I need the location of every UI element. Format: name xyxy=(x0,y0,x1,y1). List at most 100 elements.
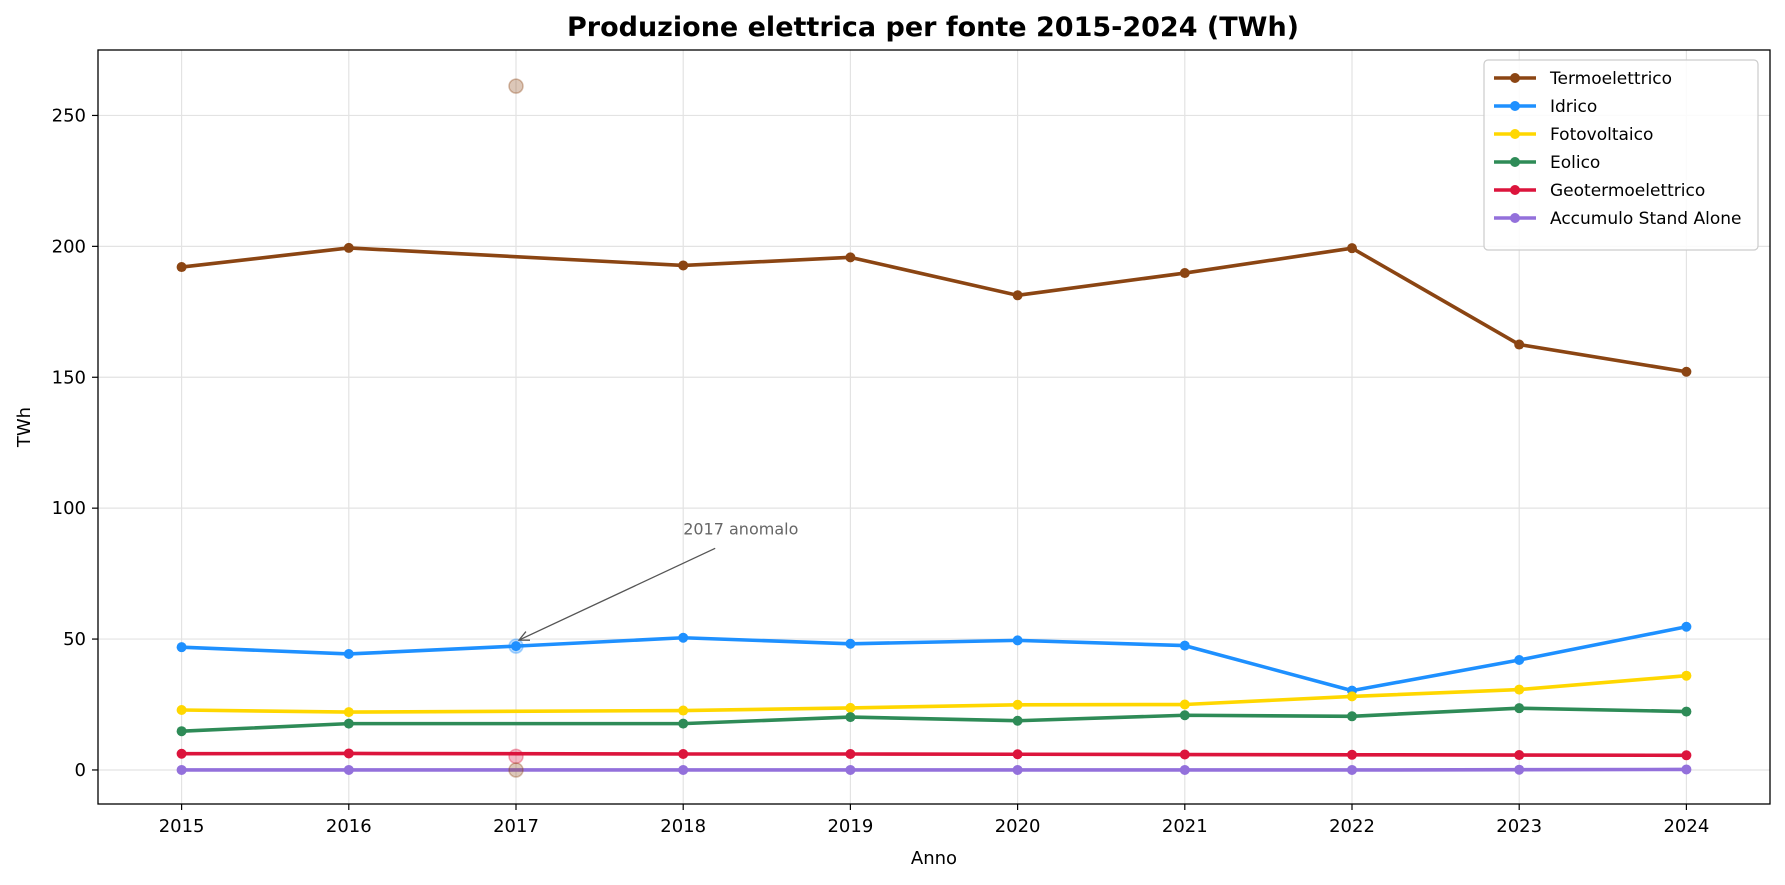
series-layer xyxy=(176,242,1692,775)
series-accumulo-stand-alone xyxy=(176,764,1692,775)
data-point xyxy=(1347,749,1357,760)
data-point xyxy=(176,748,187,759)
x-tick-label: 2022 xyxy=(1329,816,1375,837)
data-point xyxy=(1179,749,1190,760)
legend-swatch-marker xyxy=(1510,73,1520,83)
data-point xyxy=(1012,699,1023,710)
series-fotovoltaico xyxy=(176,670,1692,718)
series-termoelettrico xyxy=(176,242,1692,377)
data-point xyxy=(1347,764,1357,775)
legend-swatch-marker xyxy=(1510,213,1520,223)
y-tick-label: 0 xyxy=(75,760,86,781)
data-point xyxy=(1179,699,1190,710)
annotation-text: 2017 anomalo xyxy=(683,519,798,538)
x-axis-label: Anno xyxy=(911,848,957,869)
data-point xyxy=(845,702,856,713)
legend-label: Eolico xyxy=(1550,153,1600,173)
data-point xyxy=(343,748,354,759)
legend-item: Eolico xyxy=(1494,153,1600,173)
x-tick-label: 2021 xyxy=(1162,816,1208,837)
data-point xyxy=(1347,711,1357,722)
data-point xyxy=(343,764,354,775)
data-point xyxy=(511,641,521,652)
data-point xyxy=(1012,290,1023,301)
data-point xyxy=(343,718,354,729)
legend-label: Idrico xyxy=(1550,97,1597,117)
data-point xyxy=(176,642,187,653)
legend: Termoelettrico Idrico Fotovoltaico Eolico Ge… xyxy=(1483,59,1759,251)
x-tick-label: 2016 xyxy=(326,816,372,837)
legend-label: Geotermoelettrico xyxy=(1550,181,1705,201)
data-point xyxy=(1179,710,1190,721)
data-point xyxy=(1514,764,1525,775)
annotation-layer: 2017 anomalo xyxy=(517,519,798,641)
data-point xyxy=(176,262,187,273)
anomaly-layer xyxy=(508,78,524,778)
y-tick-label: 200 xyxy=(52,236,86,257)
legend-label: Fotovoltaico xyxy=(1550,125,1653,145)
legend-item: Accumulo Stand Alone xyxy=(1494,209,1742,229)
data-point xyxy=(1179,640,1190,651)
legend-item: Termoelettrico xyxy=(1494,69,1672,89)
anomaly-point xyxy=(508,78,524,94)
legend-swatch-marker xyxy=(1510,157,1520,167)
x-tick-label: 2020 xyxy=(995,816,1041,837)
series-line xyxy=(179,624,1689,693)
data-point xyxy=(1012,715,1023,726)
anomaly-point xyxy=(508,762,524,778)
legend-swatch-marker xyxy=(1510,185,1520,195)
x-tick-label: 2019 xyxy=(827,816,873,837)
series-geotermoelettrico xyxy=(176,748,1692,761)
x-axis: 2015 2016 2017 2018 2019 2020 2021 2022 2023 2024 xyxy=(159,804,1709,837)
data-point xyxy=(1347,691,1357,702)
y-axis-label: TWh xyxy=(14,407,35,448)
x-tick-label: 2023 xyxy=(1496,816,1542,837)
data-point xyxy=(1681,366,1692,377)
data-point xyxy=(1012,749,1023,760)
data-point xyxy=(176,764,187,775)
data-point xyxy=(343,242,354,253)
legend-label: Accumulo Stand Alone xyxy=(1550,209,1742,229)
y-axis: 0 50 100 150 200 250 xyxy=(52,105,98,781)
chart-title: Produzione elettrica per fonte 2015-2024… xyxy=(567,12,1299,43)
data-point xyxy=(1514,339,1525,350)
data-point xyxy=(1179,268,1190,279)
data-point xyxy=(845,638,856,649)
data-point xyxy=(1681,750,1692,761)
data-point xyxy=(1681,621,1692,632)
data-point xyxy=(176,726,187,737)
legend-item: Fotovoltaico xyxy=(1494,125,1653,145)
data-point xyxy=(845,252,856,263)
annotation-arrowhead xyxy=(517,631,531,641)
data-point xyxy=(343,648,354,659)
data-point xyxy=(343,707,354,718)
data-point xyxy=(1514,655,1525,666)
data-point xyxy=(1179,764,1190,775)
data-point xyxy=(1012,764,1023,775)
data-point xyxy=(1514,750,1525,761)
data-point xyxy=(678,260,689,271)
data-point xyxy=(1681,764,1692,775)
annotation-arrow xyxy=(518,547,716,641)
legend-swatch-marker xyxy=(1510,129,1520,139)
y-tick-label: 100 xyxy=(52,498,86,519)
data-point xyxy=(1012,635,1023,646)
data-point xyxy=(1514,703,1525,714)
series-line xyxy=(179,767,1689,772)
legend-item: Geotermoelettrico xyxy=(1494,181,1705,201)
series-eolico xyxy=(176,703,1692,737)
anomaly-point xyxy=(508,748,524,765)
x-tick-label: 2015 xyxy=(159,816,205,837)
data-point xyxy=(678,632,689,643)
data-point xyxy=(845,764,856,775)
data-point xyxy=(1681,706,1692,717)
series-line xyxy=(179,751,1689,758)
series-idrico xyxy=(176,621,1692,696)
data-point xyxy=(845,712,856,723)
x-tick-label: 2024 xyxy=(1663,816,1709,837)
y-tick-label: 50 xyxy=(63,629,86,650)
data-point xyxy=(1347,243,1357,254)
data-point xyxy=(176,705,187,716)
data-point xyxy=(1514,684,1525,695)
